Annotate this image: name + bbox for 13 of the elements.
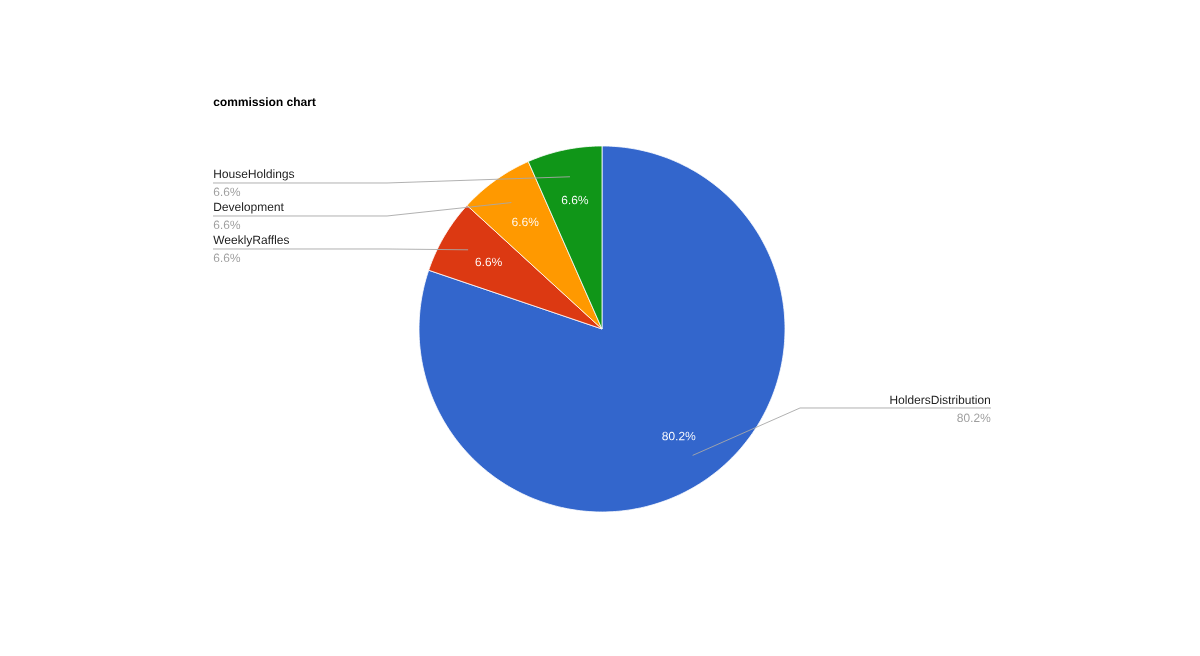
data-label: 6.6% (475, 257, 502, 267)
text: 6.6% (213, 220, 241, 230)
slice-label: HouseHoldings (214, 169, 295, 181)
text: 6.6% (213, 187, 241, 197)
data-label: 6.6% (561, 195, 589, 205)
slice-label: HoldersDistribution (890, 395, 990, 405)
slice-label: WeeklyRaffles (213, 235, 290, 247)
data-label: 6.6% (512, 217, 539, 227)
slice-label: Development (214, 202, 284, 214)
text: 80.2% (957, 413, 991, 423)
data-label: 80.2% (662, 431, 696, 441)
chart-title: commission chart (213, 97, 316, 107)
text: 6.6% (213, 253, 241, 263)
